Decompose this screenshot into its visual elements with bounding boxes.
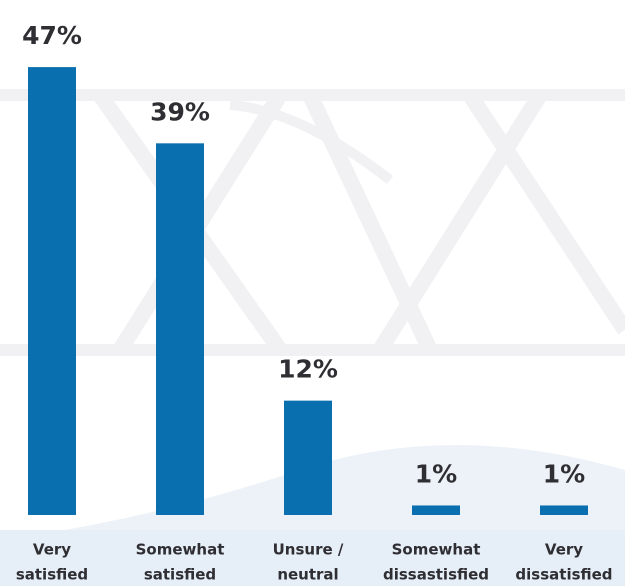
category-label: Very: [33, 541, 71, 559]
bar: [540, 505, 588, 515]
value-label: 1%: [543, 459, 585, 488]
value-label: 47%: [22, 21, 82, 50]
category-label: satisfied: [144, 566, 216, 584]
value-label: 39%: [150, 97, 210, 126]
value-label: 1%: [415, 459, 457, 488]
category-label: Unsure /: [273, 541, 344, 559]
category-label: dissastisfied: [383, 566, 489, 584]
category-label: neutral: [277, 566, 338, 584]
category-label: Somewhat: [136, 541, 225, 559]
bar: [412, 505, 460, 515]
category-label: dissatisfied: [515, 566, 612, 584]
category-label: satisfied: [16, 566, 88, 584]
background-strip: [0, 530, 625, 586]
value-label: 12%: [278, 355, 338, 384]
bar: [28, 67, 76, 515]
bar: [156, 143, 204, 515]
background-bridge: [0, 89, 625, 356]
category-label: Somewhat: [392, 541, 481, 559]
bar: [284, 400, 332, 515]
category-label: Very: [545, 541, 583, 559]
